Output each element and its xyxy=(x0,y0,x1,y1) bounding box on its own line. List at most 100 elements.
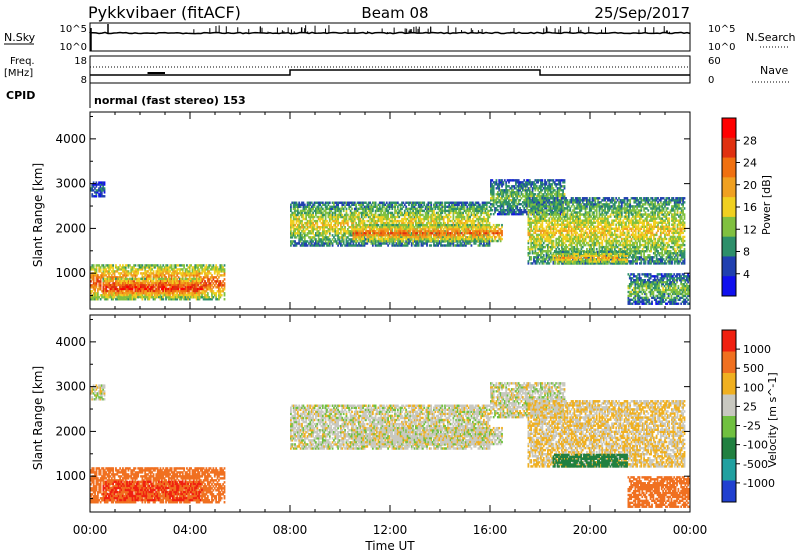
power-cell xyxy=(135,294,138,297)
power-cell xyxy=(177,285,180,289)
power-cell xyxy=(298,232,301,235)
power-cell xyxy=(366,205,369,209)
power-cell xyxy=(171,281,174,285)
power-cell xyxy=(481,201,484,204)
power-cell xyxy=(96,191,99,194)
power-cell xyxy=(452,239,455,243)
power-cell xyxy=(181,289,184,293)
power-cell xyxy=(435,211,438,215)
power-cell xyxy=(196,289,199,293)
power-cell xyxy=(353,207,356,211)
power-cell xyxy=(462,203,465,207)
power-cell xyxy=(459,215,462,219)
power-cell xyxy=(90,298,92,301)
power-cell xyxy=(433,223,435,227)
power-cell xyxy=(223,294,226,297)
power-cell xyxy=(345,240,348,243)
power-cell xyxy=(385,213,388,217)
power-cell xyxy=(140,272,142,275)
power-cell xyxy=(209,286,212,289)
power-cell xyxy=(444,209,446,213)
power-cell xyxy=(194,283,196,287)
power-cell xyxy=(113,287,116,291)
power-cell xyxy=(301,201,303,204)
power-cell xyxy=(115,266,117,269)
power-cell xyxy=(112,298,115,301)
power-cell xyxy=(467,227,470,231)
power-cell xyxy=(317,230,320,233)
power-cell xyxy=(91,290,94,293)
power-cell xyxy=(315,211,317,215)
power-cell xyxy=(377,229,380,233)
power-cell xyxy=(456,239,459,243)
power-cell xyxy=(341,228,344,231)
power-cell xyxy=(196,291,199,295)
power-cell xyxy=(388,233,391,237)
power-cell xyxy=(331,217,334,221)
power-cell xyxy=(416,211,419,215)
power-cell xyxy=(371,229,374,233)
power-cell xyxy=(100,181,103,184)
power-cell xyxy=(219,294,222,297)
power-cell xyxy=(131,274,134,277)
power-cell xyxy=(445,215,448,219)
power-cell xyxy=(459,237,462,241)
power-cell xyxy=(137,287,140,291)
power-cell xyxy=(209,298,212,301)
power-cell xyxy=(95,294,98,297)
power-cell xyxy=(173,277,176,281)
power-cell xyxy=(319,207,321,211)
power-cell xyxy=(145,286,148,289)
power-cell xyxy=(415,213,417,217)
power-cell xyxy=(435,205,438,209)
power-cell xyxy=(176,298,179,301)
power-cell xyxy=(116,287,119,291)
power-cell xyxy=(405,231,408,235)
power-cell xyxy=(334,215,337,219)
power-cell xyxy=(158,289,160,293)
power-cell xyxy=(310,236,313,239)
power-cell xyxy=(487,240,490,243)
power-cell xyxy=(496,193,499,196)
power-cell xyxy=(410,244,413,247)
power-cell xyxy=(380,237,383,241)
power-cell xyxy=(394,227,396,231)
power-cell xyxy=(409,223,412,227)
power-cell xyxy=(380,227,383,231)
power-cell xyxy=(444,240,446,243)
power-cell xyxy=(348,205,351,209)
power-cell xyxy=(376,207,378,211)
power-cell xyxy=(388,207,391,211)
power-cell xyxy=(494,207,496,210)
power-cell xyxy=(417,215,420,219)
power-cell xyxy=(165,266,167,269)
power-cell xyxy=(431,225,434,229)
power-cell xyxy=(145,272,148,275)
power-cell xyxy=(326,244,328,247)
power-cell xyxy=(460,201,463,204)
power-cell xyxy=(153,295,156,299)
power-cell xyxy=(446,209,449,213)
power-cell xyxy=(326,205,328,209)
power-cell xyxy=(220,284,223,287)
power-cell xyxy=(213,272,216,275)
power-cell xyxy=(94,195,96,198)
power-cell xyxy=(465,219,467,223)
power-cell xyxy=(144,287,146,291)
power-cell xyxy=(173,282,176,285)
power-cell xyxy=(299,209,302,213)
beam-label: Beam 08 xyxy=(361,4,428,22)
power-cell xyxy=(417,237,420,241)
power-cell xyxy=(177,295,180,299)
power-cell xyxy=(312,223,315,227)
power-cell xyxy=(455,217,458,221)
power-cell xyxy=(424,242,427,245)
power-cell xyxy=(324,240,327,243)
power-cell xyxy=(410,201,413,204)
power-cell xyxy=(290,213,292,217)
power-cell xyxy=(355,215,358,219)
power-cell xyxy=(133,293,135,297)
power-cell xyxy=(496,201,499,204)
power-cell xyxy=(367,207,370,211)
power-cell xyxy=(421,240,424,243)
